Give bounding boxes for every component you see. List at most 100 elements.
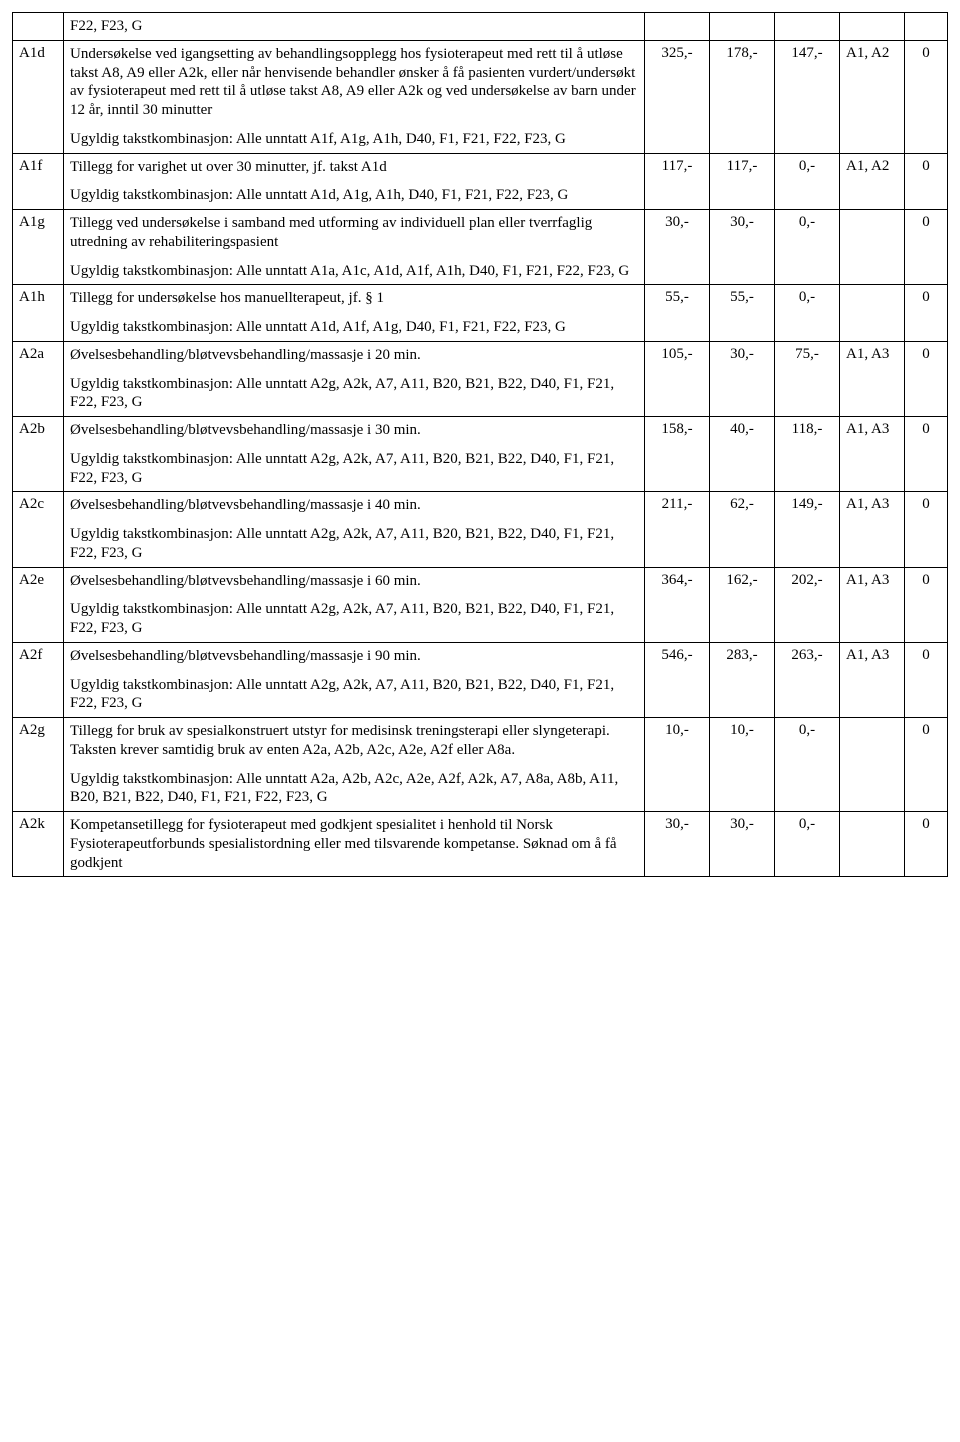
cell-merk: A1, A2 bbox=[840, 153, 905, 210]
cell-egen: 202,- bbox=[775, 567, 840, 642]
cell-code: A2a bbox=[13, 341, 64, 416]
cell-desc: Tillegg for undersøkelse hos manuelltera… bbox=[64, 285, 645, 342]
cell-hon: 55,- bbox=[645, 285, 710, 342]
cell-desc: Tillegg for varighet ut over 30 minutter… bbox=[64, 153, 645, 210]
cell-ref: 10,- bbox=[710, 718, 775, 812]
cell-egen: 0,- bbox=[775, 718, 840, 812]
cell-rep: 0 bbox=[905, 718, 948, 812]
cell-merk: A1, A3 bbox=[840, 417, 905, 492]
cell-desc: F22, F23, G bbox=[64, 13, 645, 41]
cell-desc: Øvelsesbehandling/bløtvevsbehandling/mas… bbox=[64, 417, 645, 492]
cell-ref: 40,- bbox=[710, 417, 775, 492]
cell-merk: A1, A3 bbox=[840, 492, 905, 567]
cell-rep: 0 bbox=[905, 40, 948, 153]
cell-egen: 75,- bbox=[775, 341, 840, 416]
cell-merk bbox=[840, 13, 905, 41]
table-row: A1h Tillegg for undersøkelse hos manuellt… bbox=[13, 285, 948, 342]
desc-paragraph: Ugyldig takstkombinasjon: Alle unntatt A… bbox=[70, 186, 638, 205]
cell-code bbox=[13, 13, 64, 41]
cell-code: A1h bbox=[13, 285, 64, 342]
cell-rep: 0 bbox=[905, 812, 948, 877]
table-row: F22, F23, G bbox=[13, 13, 948, 41]
cell-desc: Tillegg for bruk av spesialkonstruert ut… bbox=[64, 718, 645, 812]
desc-paragraph: Tillegg for bruk av spesialkonstruert ut… bbox=[70, 722, 638, 760]
cell-rep: 0 bbox=[905, 285, 948, 342]
desc-paragraph: Øvelsesbehandling/bløtvevsbehandling/mas… bbox=[70, 572, 638, 591]
desc-paragraph: Ugyldig takstkombinasjon: Alle unntatt A… bbox=[70, 525, 638, 563]
cell-hon bbox=[645, 13, 710, 41]
table-row: A2c Øvelsesbehandling/bløtvevsbehandling/… bbox=[13, 492, 948, 567]
desc-paragraph: Ugyldig takstkombinasjon: Alle unntatt A… bbox=[70, 770, 638, 808]
cell-ref: 62,- bbox=[710, 492, 775, 567]
cell-merk: A1, A2 bbox=[840, 40, 905, 153]
table-row: A1dUndersøkelse ved igangsetting av beha… bbox=[13, 40, 948, 153]
cell-desc: Øvelsesbehandling/bløtvevsbehandling/mas… bbox=[64, 341, 645, 416]
desc-paragraph: Øvelsesbehandling/bløtvevsbehandling/mas… bbox=[70, 421, 638, 440]
cell-desc: Kompetansetillegg for fysioterapeut med … bbox=[64, 812, 645, 877]
cell-egen: 263,- bbox=[775, 642, 840, 717]
desc-paragraph: Tillegg for undersøkelse hos manuelltera… bbox=[70, 289, 638, 308]
cell-egen: 0,- bbox=[775, 812, 840, 877]
cell-code: A2c bbox=[13, 492, 64, 567]
cell-rep: 0 bbox=[905, 567, 948, 642]
cell-ref: 283,- bbox=[710, 642, 775, 717]
cell-desc: Øvelsesbehandling/bløtvevsbehandling/mas… bbox=[64, 567, 645, 642]
desc-paragraph: Ugyldig takstkombinasjon: Alle unntatt A… bbox=[70, 318, 638, 337]
cell-hon: 10,- bbox=[645, 718, 710, 812]
cell-ref: 178,- bbox=[710, 40, 775, 153]
cell-merk bbox=[840, 812, 905, 877]
desc-paragraph: Tillegg ved undersøkelse i samband med u… bbox=[70, 214, 638, 252]
table-row: A2e Øvelsesbehandling/bløtvevsbehandling/… bbox=[13, 567, 948, 642]
desc-paragraph: Øvelsesbehandling/bløtvevsbehandling/mas… bbox=[70, 496, 638, 515]
cell-merk: A1, A3 bbox=[840, 567, 905, 642]
cell-desc: Øvelsesbehandling/bløtvevsbehandling/mas… bbox=[64, 492, 645, 567]
cell-code: A2f bbox=[13, 642, 64, 717]
table-row: A1f Tillegg for varighet ut over 30 minut… bbox=[13, 153, 948, 210]
cell-hon: 30,- bbox=[645, 812, 710, 877]
cell-rep: 0 bbox=[905, 153, 948, 210]
cell-rep: 0 bbox=[905, 492, 948, 567]
desc-paragraph: Øvelsesbehandling/bløtvevsbehandling/mas… bbox=[70, 346, 638, 365]
cell-hon: 546,- bbox=[645, 642, 710, 717]
tariff-table: F22, F23, GA1dUndersøkelse ved igangsett… bbox=[12, 12, 948, 877]
cell-egen: 0,- bbox=[775, 285, 840, 342]
cell-merk: A1, A3 bbox=[840, 642, 905, 717]
cell-desc: Øvelsesbehandling/bløtvevsbehandling/mas… bbox=[64, 642, 645, 717]
cell-ref: 30,- bbox=[710, 210, 775, 285]
cell-ref: 30,- bbox=[710, 341, 775, 416]
table-row: A2gTillegg for bruk av spesialkonstruert… bbox=[13, 718, 948, 812]
cell-egen bbox=[775, 13, 840, 41]
cell-hon: 117,- bbox=[645, 153, 710, 210]
cell-hon: 30,- bbox=[645, 210, 710, 285]
cell-merk: A1, A3 bbox=[840, 341, 905, 416]
cell-ref: 30,- bbox=[710, 812, 775, 877]
cell-code: A2e bbox=[13, 567, 64, 642]
cell-egen: 0,- bbox=[775, 210, 840, 285]
cell-rep: 0 bbox=[905, 417, 948, 492]
desc-paragraph: Ugyldig takstkombinasjon: Alle unntatt A… bbox=[70, 375, 638, 413]
cell-rep: 0 bbox=[905, 341, 948, 416]
cell-ref: 55,- bbox=[710, 285, 775, 342]
cell-code: A2g bbox=[13, 718, 64, 812]
cell-egen: 149,- bbox=[775, 492, 840, 567]
cell-desc: Tillegg ved undersøkelse i samband med u… bbox=[64, 210, 645, 285]
cell-code: A1g bbox=[13, 210, 64, 285]
tariff-table-body: F22, F23, GA1dUndersøkelse ved igangsett… bbox=[13, 13, 948, 877]
cell-code: A1f bbox=[13, 153, 64, 210]
cell-rep bbox=[905, 13, 948, 41]
cell-ref bbox=[710, 13, 775, 41]
cell-desc: Undersøkelse ved igangsetting av behandl… bbox=[64, 40, 645, 153]
desc-paragraph: Tillegg for varighet ut over 30 minutter… bbox=[70, 158, 638, 177]
cell-egen: 118,- bbox=[775, 417, 840, 492]
cell-hon: 364,- bbox=[645, 567, 710, 642]
desc-paragraph: Ugyldig takstkombinasjon: Alle unntatt A… bbox=[70, 130, 638, 149]
desc-paragraph: Øvelsesbehandling/bløtvevsbehandling/mas… bbox=[70, 647, 638, 666]
cell-egen: 147,- bbox=[775, 40, 840, 153]
table-row: A2bØvelsesbehandling/bløtvevsbehandling/… bbox=[13, 417, 948, 492]
desc-paragraph: Ugyldig takstkombinasjon: Alle unntatt A… bbox=[70, 450, 638, 488]
table-row: A2a Øvelsesbehandling/bløtvevsbehandling/… bbox=[13, 341, 948, 416]
cell-hon: 158,- bbox=[645, 417, 710, 492]
cell-hon: 105,- bbox=[645, 341, 710, 416]
cell-egen: 0,- bbox=[775, 153, 840, 210]
cell-hon: 211,- bbox=[645, 492, 710, 567]
